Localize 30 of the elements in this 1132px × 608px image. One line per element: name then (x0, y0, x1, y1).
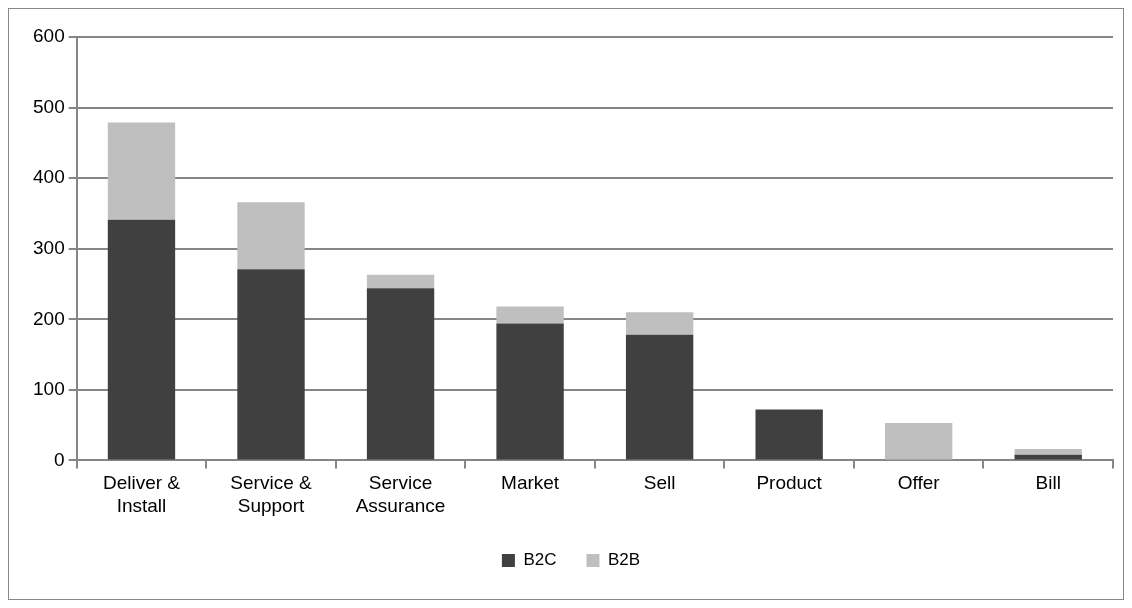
bar (237, 269, 305, 460)
y-tick-label: 600 (33, 25, 65, 47)
x-tick-label: Service & Support (230, 472, 312, 516)
bar (496, 323, 564, 460)
y-tick-label: 500 (33, 95, 65, 117)
y-tick-label: 300 (33, 236, 65, 258)
bar (625, 312, 694, 335)
y-tick-label: 100 (33, 378, 65, 400)
bar (1014, 449, 1082, 455)
bar (237, 202, 305, 270)
bar (366, 288, 435, 460)
x-tick-label: Bill (1035, 472, 1061, 494)
x-tick-label: Product (756, 472, 823, 494)
y-tick-label: 0 (54, 448, 65, 470)
x-tick-label: Sell (643, 472, 676, 494)
legend-label: B2C (523, 550, 557, 570)
legend-label: B2B (607, 550, 641, 570)
bar (107, 122, 176, 220)
y-tick-label: 400 (33, 166, 65, 188)
x-tick-label: Offer (897, 472, 941, 494)
bar (107, 219, 176, 460)
x-tick-label: Deliver & Install (102, 472, 181, 516)
x-tick-label: Service Assurance (355, 472, 446, 516)
bar (625, 334, 694, 460)
bar (366, 274, 435, 289)
y-tick-label: 200 (33, 307, 65, 329)
x-tick-label: Market (501, 472, 560, 494)
bar (885, 423, 953, 460)
bar (755, 409, 823, 460)
bar (496, 306, 564, 324)
